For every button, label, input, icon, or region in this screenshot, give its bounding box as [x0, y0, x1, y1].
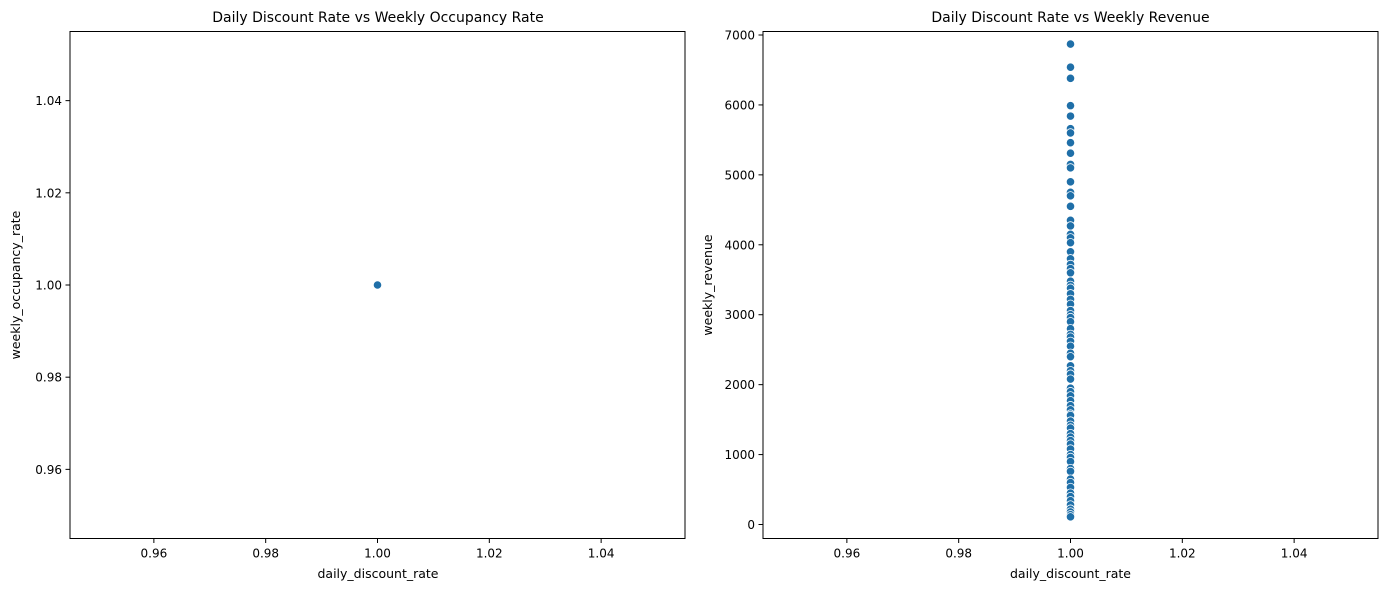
scatter-point — [1065, 201, 1076, 211]
y-tick-label: 6000 — [724, 98, 755, 112]
y-tick-label: 3000 — [724, 308, 755, 322]
x-tick-label: 0.96 — [141, 547, 168, 561]
scatter-point — [1065, 148, 1076, 158]
scatter-point — [1065, 221, 1076, 231]
scatter-point — [1065, 62, 1076, 72]
x-tick-label: 1.00 — [1057, 547, 1084, 561]
scatter-point — [1065, 268, 1076, 278]
y-tick-label: 1.04 — [35, 94, 62, 108]
scatter-point — [1065, 352, 1076, 362]
x-axis-ticks: 0.96 0.98 1.00 1.02 1.04 — [141, 538, 615, 561]
y-tick-label: 1.02 — [35, 186, 62, 200]
y-tick-label: 0.98 — [35, 371, 62, 385]
x-tick-label: 1.04 — [588, 547, 615, 561]
x-tick-label: 0.96 — [834, 547, 861, 561]
scatter-point — [1065, 111, 1076, 121]
x-axis-label: daily_discount_rate — [1010, 566, 1131, 581]
x-tick-label: 1.02 — [1169, 547, 1196, 561]
scatter-points — [1065, 39, 1076, 522]
chart-title: Daily Discount Rate vs Weekly Revenue — [931, 10, 1209, 26]
scatter-point — [1065, 163, 1076, 173]
y-axis-label: weekly_occupancy_rate — [8, 210, 23, 359]
scatter-point — [1065, 138, 1076, 148]
y-tick-label: 0.96 — [35, 463, 62, 477]
x-tick-label: 1.04 — [1281, 547, 1308, 561]
scatter-point — [1065, 374, 1076, 384]
x-tick-label: 1.00 — [364, 547, 391, 561]
y-tick-label: 0 — [747, 518, 755, 532]
x-tick-label: 1.02 — [476, 547, 503, 561]
scatter-point — [1065, 128, 1076, 138]
y-axis-ticks: 0.96 0.98 1.00 1.02 1.04 — [35, 94, 70, 477]
subplot-revenue: Daily Discount Rate vs Weekly Revenue 0.… — [700, 10, 1379, 581]
x-axis-ticks: 0.96 0.98 1.00 1.02 1.04 — [834, 538, 1308, 561]
x-tick-label: 0.98 — [252, 547, 279, 561]
subplot-occupancy: Daily Discount Rate vs Weekly Occupancy … — [8, 10, 686, 581]
scatter-point — [1065, 466, 1076, 476]
scatter-point — [1065, 191, 1076, 201]
scatter-point — [1065, 73, 1076, 83]
y-tick-label: 7000 — [724, 28, 755, 42]
scatter-point — [1065, 101, 1076, 111]
y-axis-label: weekly_revenue — [700, 234, 715, 335]
y-tick-label: 5000 — [724, 168, 755, 182]
chart-title: Daily Discount Rate vs Weekly Occupancy … — [212, 10, 544, 26]
scatter-point — [1065, 39, 1076, 49]
scatter-point — [372, 280, 383, 290]
x-tick-label: 0.98 — [945, 547, 972, 561]
y-axis-ticks: 0 1000 2000 3000 4000 5000 6000 7000 — [724, 28, 763, 532]
scatter-points — [372, 280, 383, 290]
scatter-point — [1065, 512, 1076, 522]
scatter-point — [1065, 177, 1076, 187]
x-axis-label: daily_discount_rate — [317, 566, 438, 581]
y-tick-label: 1.00 — [35, 279, 62, 293]
y-tick-label: 1000 — [724, 448, 755, 462]
scatter-point — [1065, 238, 1076, 248]
y-tick-label: 2000 — [724, 378, 755, 392]
y-tick-label: 4000 — [724, 238, 755, 252]
